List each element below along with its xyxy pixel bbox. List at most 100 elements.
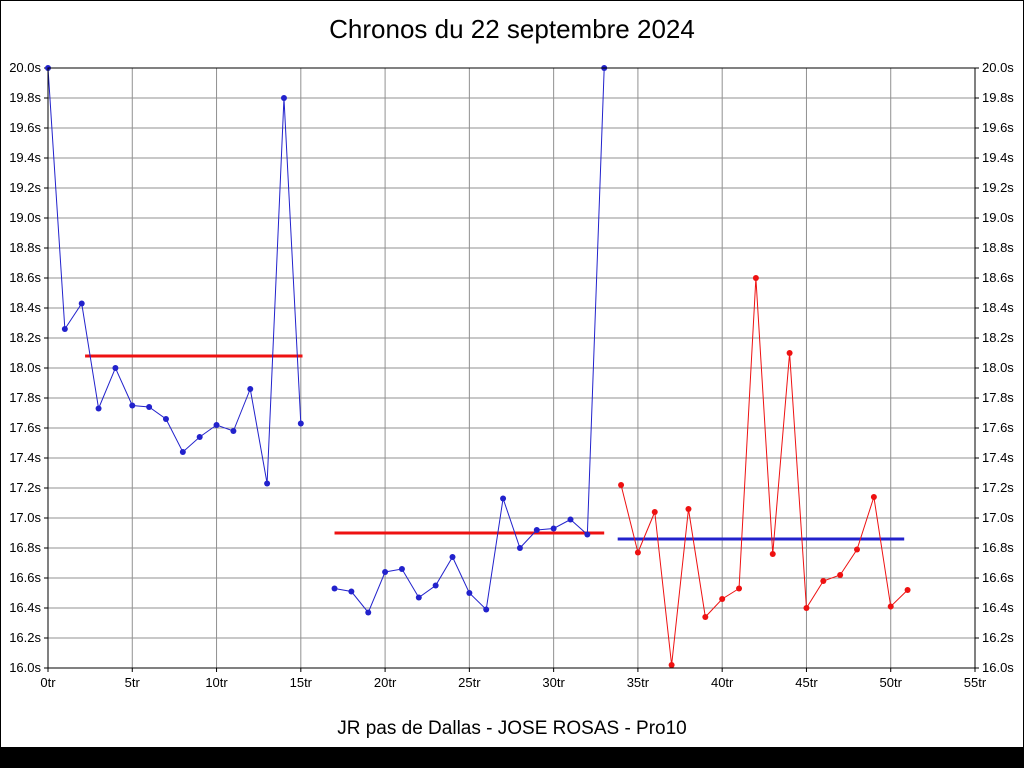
y-axis-label-left: 18.0s — [9, 360, 41, 375]
data-point — [129, 402, 136, 409]
data-point — [432, 582, 439, 589]
data-point — [837, 572, 844, 578]
y-axis-label-right: 19.8s — [982, 90, 1014, 105]
data-point — [264, 480, 271, 487]
x-axis-label: 40tr — [711, 675, 734, 690]
data-point — [803, 605, 810, 611]
y-axis-label-right: 18.2s — [982, 330, 1014, 345]
data-point — [516, 545, 523, 551]
y-axis-label-left: 16.6s — [9, 570, 41, 585]
data-point — [365, 609, 372, 616]
x-axis-label: 45tr — [795, 675, 818, 690]
data-point — [297, 420, 304, 427]
y-axis-label-right: 16.8s — [982, 540, 1014, 555]
data-point — [685, 506, 692, 512]
data-point — [567, 516, 574, 523]
data-point — [887, 603, 894, 610]
chart-footer: JR pas de Dallas - JOSE ROSAS - Pro10 — [337, 718, 687, 739]
y-axis-label-left: 16.8s — [9, 540, 41, 555]
data-point — [736, 585, 743, 592]
x-axis-label: 25tr — [458, 675, 481, 690]
x-axis-label: 5tr — [125, 675, 141, 690]
y-axis-label-right: 18.8s — [982, 240, 1014, 255]
data-point — [702, 614, 709, 620]
data-point — [162, 416, 169, 422]
plot-frame — [47, 67, 976, 669]
data-point — [61, 326, 68, 332]
data-point — [854, 546, 861, 553]
data-point — [820, 578, 827, 584]
y-axis-label-left: 18.8s — [9, 240, 41, 255]
x-axis-label: 35tr — [627, 675, 650, 690]
bottom-bar — [0, 747, 1024, 768]
data-point — [651, 509, 658, 515]
data-point — [415, 594, 422, 601]
data-point — [247, 386, 254, 392]
y-axis-label-left: 17.8s — [9, 390, 41, 405]
data-point — [146, 404, 153, 410]
y-axis-label-left: 17.6s — [9, 420, 41, 435]
y-axis-label-right: 17.8s — [982, 390, 1014, 405]
y-axis-label-right: 19.2s — [982, 180, 1014, 195]
y-axis-label-right: 19.6s — [982, 120, 1014, 135]
data-point — [196, 434, 203, 440]
y-axis-label-right: 17.2s — [982, 480, 1014, 495]
y-axis-label-left: 19.0s — [9, 210, 41, 225]
data-point — [904, 587, 911, 593]
data-point — [449, 554, 456, 560]
y-axis-label-left: 17.2s — [9, 480, 41, 495]
chart-canvas: 0tr 5tr 10tr 15tr 20tr 25tr 30tr 35tr 40tr 45tr 50… — [9, 60, 1014, 690]
data-point — [769, 551, 776, 557]
data-point — [668, 662, 675, 668]
data-point — [533, 527, 540, 533]
x-axis-label: 20tr — [374, 675, 397, 690]
x-axis-label: 15tr — [290, 675, 313, 690]
y-axis-label-left: 19.6s — [9, 120, 41, 135]
y-axis-label-right: 17.6s — [982, 420, 1014, 435]
data-point — [398, 566, 405, 572]
data-point — [382, 569, 389, 575]
y-axis-label-right: 16.6s — [982, 570, 1014, 585]
x-axis-label: 55tr — [964, 675, 987, 690]
y-axis-label-left: 16.0s — [9, 660, 41, 675]
data-point — [786, 350, 793, 356]
y-axis-label-right: 16.4s — [982, 600, 1014, 615]
x-axis-label: 0tr — [40, 675, 56, 690]
x-axis-label: 50tr — [880, 675, 903, 690]
y-axis-label-right: 18.4s — [982, 300, 1014, 315]
y-axis-label-right: 16.0s — [982, 660, 1014, 675]
y-axis-label-left: 18.4s — [9, 300, 41, 315]
data-point — [179, 449, 186, 455]
chart-title: Chronos du 22 septembre 2024 — [329, 14, 695, 44]
data-point — [752, 275, 759, 281]
data-point — [230, 428, 237, 434]
data-point — [78, 300, 85, 307]
y-axis-label-left: 17.0s — [9, 510, 41, 525]
y-axis-label-right: 17.0s — [982, 510, 1014, 525]
data-point — [348, 588, 355, 595]
y-axis-label-left: 16.2s — [9, 630, 41, 645]
data-point — [331, 585, 338, 592]
y-axis-label-left: 20.0s — [9, 60, 41, 75]
data-point — [500, 495, 507, 502]
data-point — [618, 482, 625, 488]
data-point — [466, 590, 473, 596]
y-axis-label-right: 19.4s — [982, 150, 1014, 165]
y-axis-label-left: 16.4s — [9, 600, 41, 615]
data-point — [634, 549, 641, 556]
y-axis-label-left: 19.8s — [9, 90, 41, 105]
y-axis-label-right: 17.4s — [982, 450, 1014, 465]
series-line-laps-segment-3-red — [620, 277, 908, 666]
data-point — [550, 525, 557, 532]
data-point — [584, 531, 591, 538]
x-axis-label: 30tr — [542, 675, 565, 690]
y-axis-label-left: 18.2s — [9, 330, 41, 345]
x-axis-label: 10tr — [205, 675, 228, 690]
y-axis-label-right: 18.0s — [982, 360, 1014, 375]
data-point — [870, 494, 877, 500]
data-point — [95, 405, 102, 412]
y-axis-label-left: 19.4s — [9, 150, 41, 165]
series-line-laps-segment-1-blue — [47, 67, 302, 484]
y-axis-label-right: 20.0s — [982, 60, 1014, 75]
data-point — [280, 95, 287, 101]
